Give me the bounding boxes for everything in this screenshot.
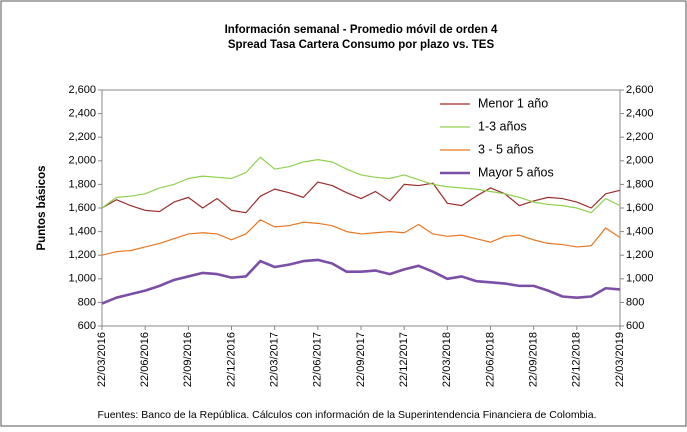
y-tick-label: 1,800 — [68, 178, 96, 190]
y2-tick-label: 800 — [626, 296, 644, 308]
x-tick-label: 22/12/2016 — [225, 332, 237, 387]
y-tick-label: 2,200 — [68, 131, 96, 143]
series-line — [101, 156, 621, 214]
y2-tick-label: 2,200 — [626, 131, 654, 143]
y2-tick-label: 1,400 — [626, 226, 654, 238]
series-line — [101, 219, 621, 256]
y2-tick-label: 1,800 — [626, 178, 654, 190]
x-tick-label: 22/03/2018 — [441, 332, 453, 387]
legend-label: 3 - 5 años — [478, 142, 534, 156]
y-tick-label: 2,600 — [68, 84, 96, 96]
y-tick-label: 1,400 — [68, 226, 96, 238]
x-tick-label: 22/03/2017 — [269, 332, 281, 387]
x-tick-label: 22/06/2018 — [484, 332, 496, 387]
y-axis-label: Puntos básicos — [36, 166, 48, 251]
y2-tick-label: 2,000 — [626, 155, 654, 167]
y2-tick-label: 1,000 — [626, 273, 654, 285]
y-tick-label: 1,000 — [68, 273, 96, 285]
y2-tick-label: 1,600 — [626, 202, 654, 214]
series-line — [101, 258, 621, 305]
legend-label: Menor 1 año — [478, 96, 548, 110]
y-tick-label: 2,000 — [68, 155, 96, 167]
x-tick-label: 22/03/2016 — [96, 332, 108, 387]
chart-title: Información semanal - Promedio móvil de … — [225, 24, 498, 36]
series-line — [101, 181, 621, 214]
y2-tick-label: 2,600 — [626, 84, 654, 96]
x-tick-label: 22/03/2019 — [614, 332, 626, 387]
y2-tick-label: 600 — [626, 320, 644, 332]
y-tick-label: 1,600 — [68, 202, 96, 214]
y-tick-label: 2,400 — [68, 108, 96, 120]
legend-label: Mayor 5 años — [478, 165, 554, 179]
x-tick-label: 22/12/2018 — [571, 332, 583, 387]
x-tick-label: 22/12/2017 — [398, 332, 410, 387]
x-tick-label: 22/09/2016 — [182, 332, 194, 387]
y2-tick-label: 2,400 — [626, 108, 654, 120]
x-tick-label: 22/09/2017 — [355, 332, 367, 387]
chart-subtitle: Spread Tasa Cartera Consumo por plazo vs… — [228, 39, 495, 51]
x-tick-label: 22/09/2018 — [528, 332, 540, 387]
y-tick-label: 800 — [78, 296, 96, 308]
x-tick-label: 22/06/2016 — [139, 332, 151, 387]
y2-tick-label: 1,200 — [626, 249, 654, 261]
source-note: Fuentes: Banco de la República. Cálculos… — [97, 409, 596, 421]
y-tick-label: 600 — [78, 320, 96, 332]
x-tick-label: 22/06/2017 — [312, 332, 324, 387]
y-tick-label: 1,200 — [68, 249, 96, 261]
legend-label: 1-3 años — [478, 119, 527, 133]
